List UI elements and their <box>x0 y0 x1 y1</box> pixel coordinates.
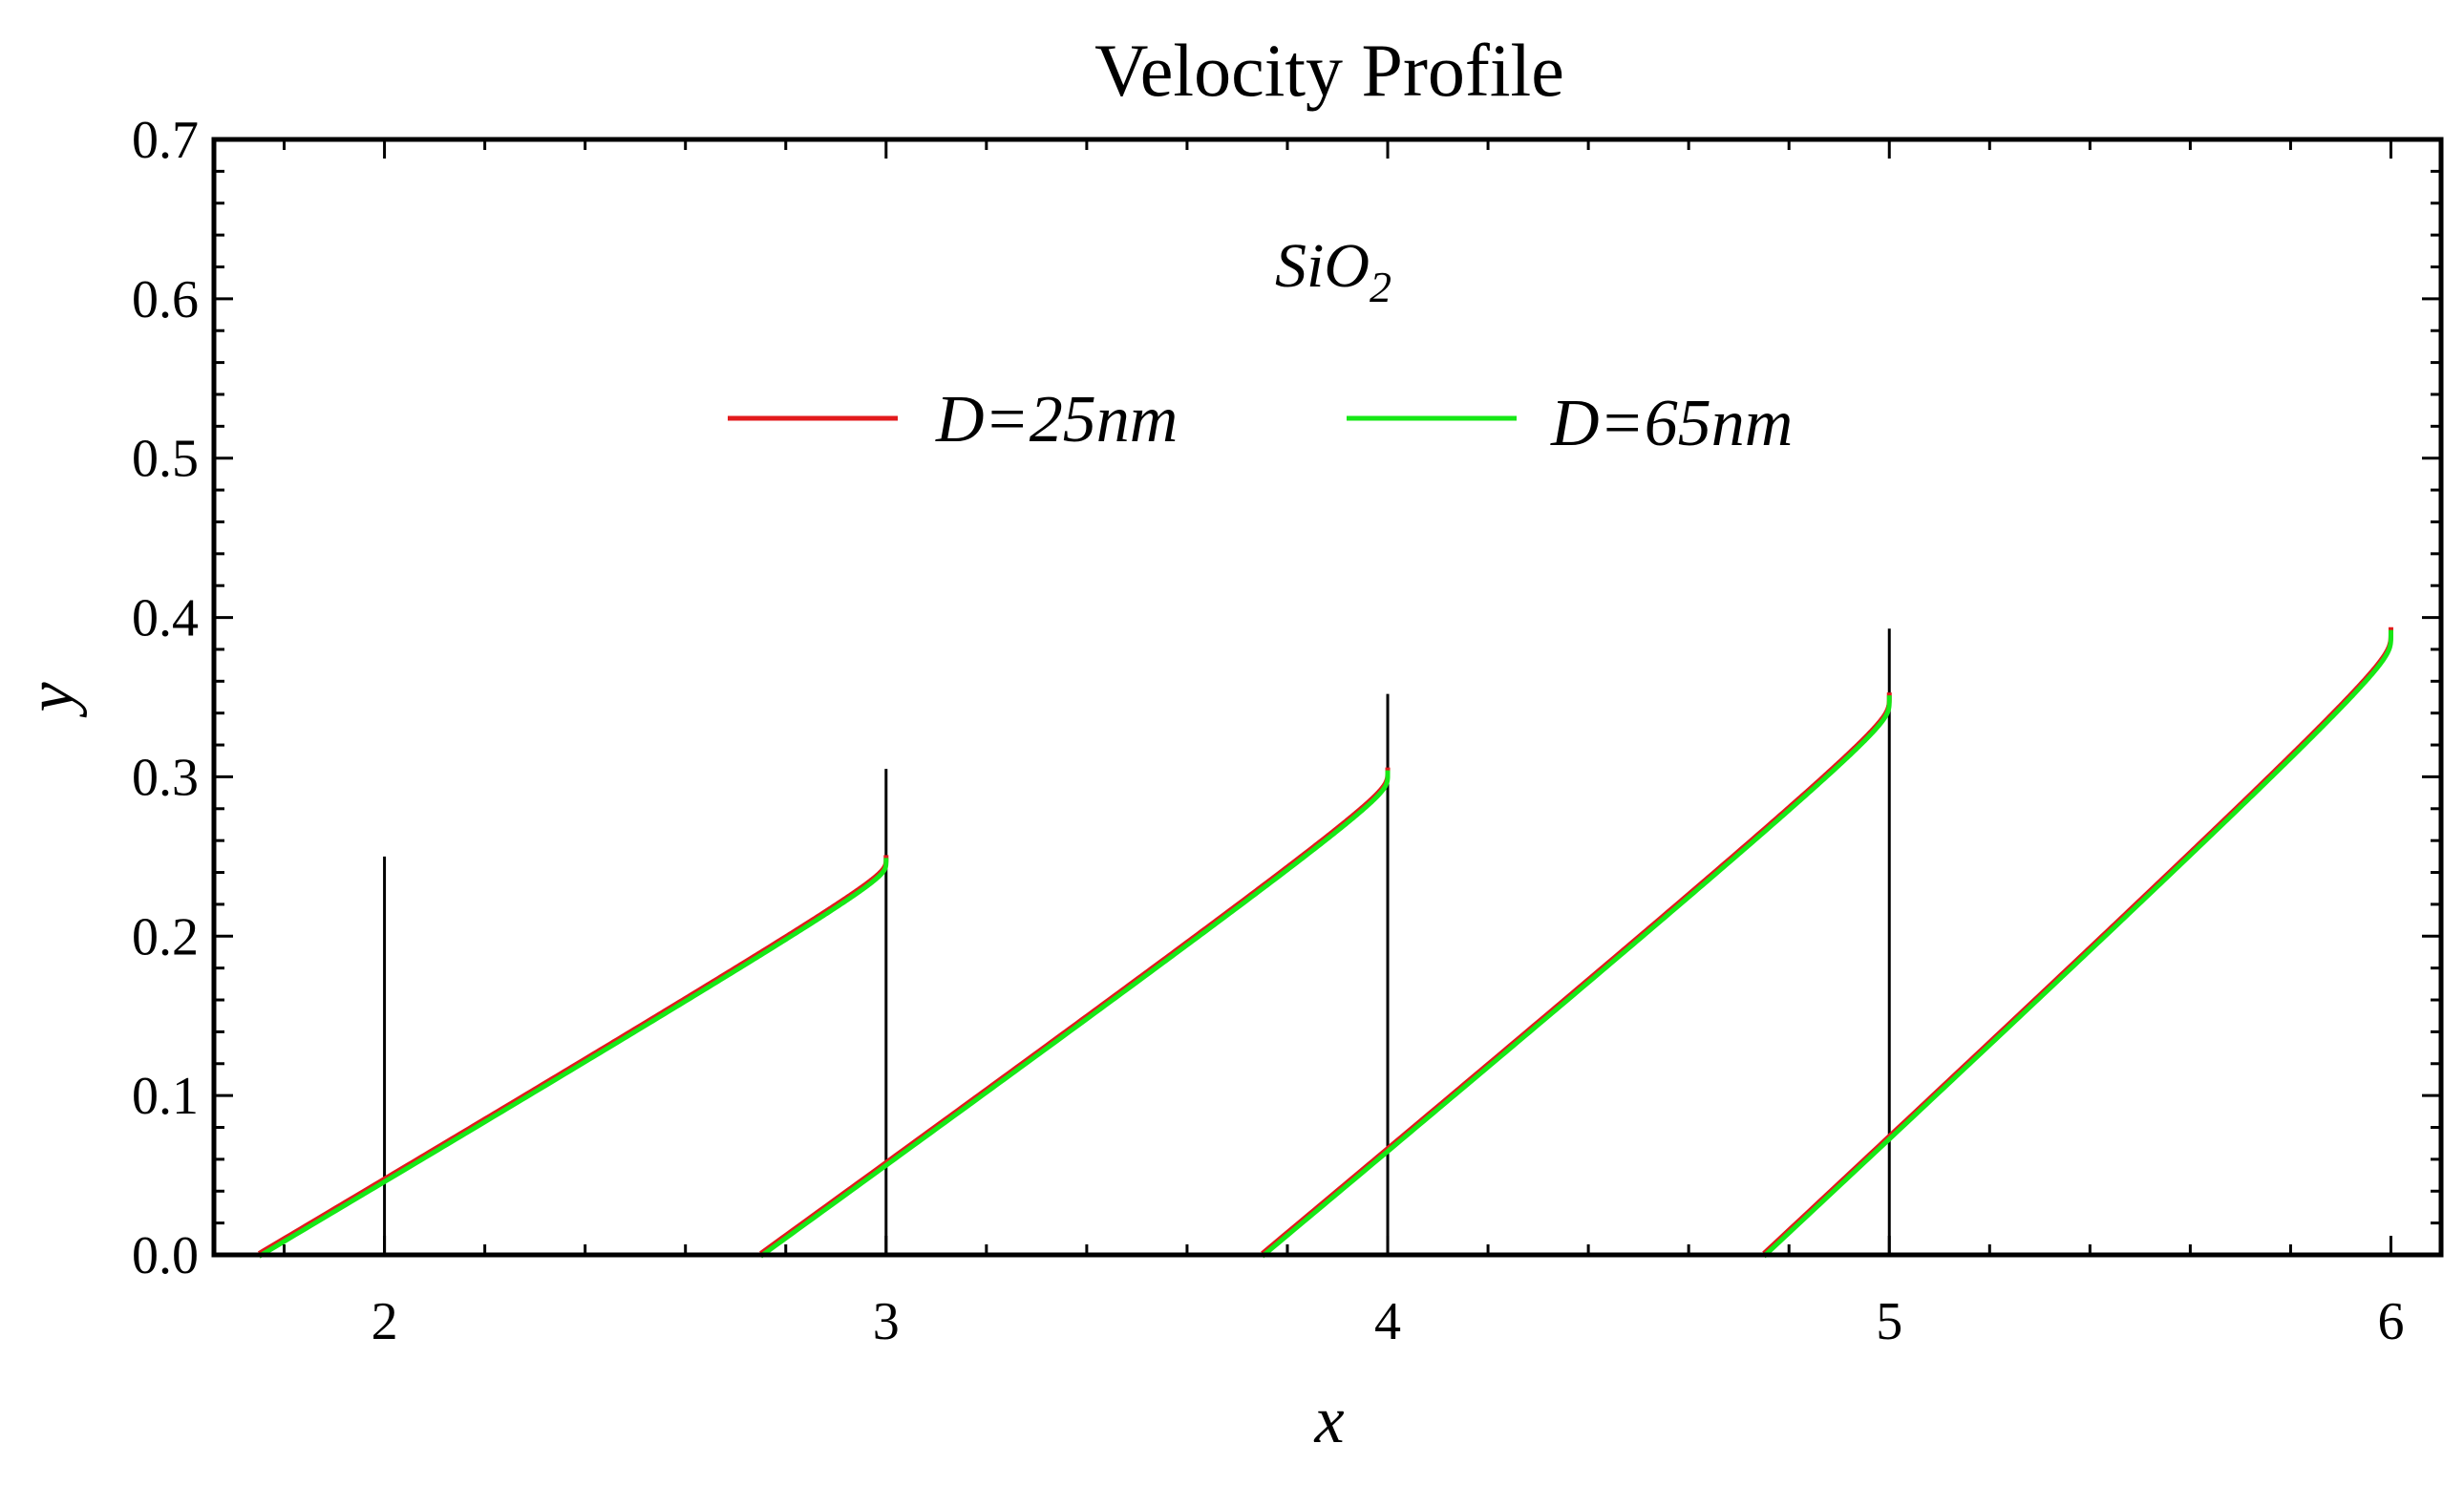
x-tick-label: 3 <box>873 1292 900 1351</box>
curve-d65-1 <box>257 858 889 1259</box>
material-annotation-base: SiO <box>1275 231 1370 301</box>
y-tick-label: 0.4 <box>132 589 199 648</box>
x-tick-label: 2 <box>372 1292 398 1351</box>
y-tick-label: 0.7 <box>132 111 199 170</box>
curve-d25-3 <box>1261 692 1892 1256</box>
x-tick-label: 4 <box>1374 1292 1401 1351</box>
y-tick-label: 0.3 <box>132 748 199 807</box>
y-tick-label: 0.6 <box>132 270 199 329</box>
reference-lines <box>383 628 1891 1255</box>
y-axis-label: y <box>14 682 88 718</box>
chart-title: Velocity Profile <box>1094 29 1564 112</box>
legend-item-d65: D=65nm <box>1347 387 1793 460</box>
material-annotation: SiO2 <box>1275 231 1391 311</box>
legend-label-d25: D=25nm <box>935 383 1178 456</box>
curve-d65-2 <box>759 770 1391 1259</box>
curve-d25-1 <box>257 855 889 1256</box>
y-tick-label: 0.2 <box>132 907 199 966</box>
x-tick-label: 6 <box>2377 1292 2404 1351</box>
curve-d65-4 <box>1762 629 2393 1259</box>
legend-item-d25: D=25nm <box>728 383 1178 456</box>
x-tick-label: 5 <box>1876 1292 1902 1351</box>
x-axis-label: x <box>1313 1384 1344 1457</box>
velocity-curves <box>257 626 2393 1259</box>
y-tick-label: 0.1 <box>132 1067 199 1126</box>
curve-d25-2 <box>759 767 1391 1256</box>
curve-d65-3 <box>1261 695 1892 1259</box>
plot-frame <box>211 137 2444 1258</box>
legend-label-d65: D=65nm <box>1550 387 1793 460</box>
curve-d25-4 <box>1762 626 2393 1256</box>
material-annotation-subscript: 2 <box>1370 263 1391 311</box>
legend: D=25nm D=65nm <box>728 383 1793 460</box>
y-tick-label: 0.0 <box>132 1226 199 1285</box>
y-tick-label: 0.5 <box>132 430 199 489</box>
